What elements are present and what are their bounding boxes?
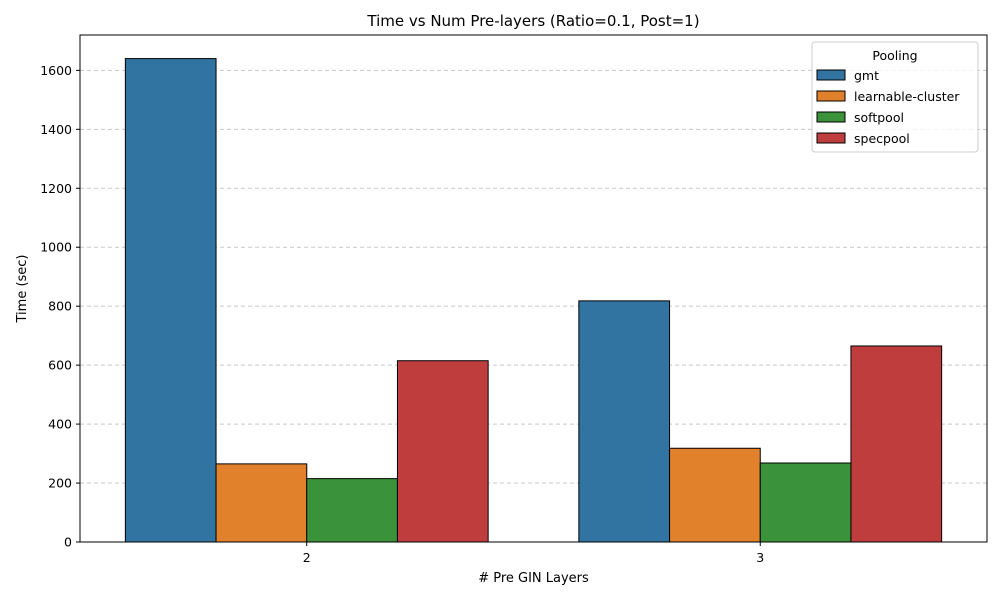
legend-swatch-learnable-cluster: [816, 90, 846, 102]
y-axis-label: Time (sec): [15, 254, 30, 323]
legend-box: [811, 41, 979, 153]
y-tick-label: 600: [48, 358, 72, 373]
y-tick-label: 1200: [40, 181, 72, 196]
y-tick-label: 0: [64, 535, 72, 550]
legend-swatch-gmt: [816, 69, 846, 81]
bars: [124, 58, 943, 543]
legend-swatch-softpool: [816, 111, 846, 123]
x-tick-label: 3: [756, 550, 764, 565]
bar-specpool-3: [850, 345, 943, 543]
y-tick-label: 800: [48, 299, 72, 314]
y-tick-label: 1600: [40, 63, 72, 78]
legend-title: Pooling: [872, 48, 917, 63]
bar-learnable-cluster-3: [669, 447, 761, 543]
legend-label-learnable-cluster: learnable-cluster: [854, 89, 960, 104]
x-tick-label: 2: [303, 550, 311, 565]
legend-swatch-specpool: [816, 132, 846, 144]
bar-gmt-2: [124, 58, 217, 543]
y-tick-label: 200: [48, 476, 72, 491]
legend-label-gmt: gmt: [854, 68, 879, 83]
legend-items: gmt learnable-cluster softpool specpool: [816, 68, 960, 146]
bar-softpool-3: [759, 462, 852, 543]
y-tick-label: 1400: [40, 122, 72, 137]
x-axis-label: # Pre GIN Layers: [478, 571, 589, 586]
chart-title: Time vs Num Pre-layers (Ratio=0.1, Post=…: [366, 12, 699, 30]
y-tick-label: 400: [48, 417, 72, 432]
legend-label-specpool: specpool: [854, 131, 910, 146]
bar-specpool-2: [396, 360, 489, 543]
y-axis-ticks: 0 200 400 600 800 1000 1200 1400 1600: [40, 63, 80, 550]
bar-gmt-3: [578, 300, 671, 543]
bar-learnable-cluster-2: [215, 463, 308, 543]
legend-label-softpool: softpool: [854, 110, 904, 125]
plot-frame: [79, 34, 988, 543]
bar-softpool-2: [306, 478, 398, 543]
legend: Pooling gmt learnable-cluster softpool spec…: [811, 41, 979, 153]
y-tick-label: 1000: [40, 240, 72, 255]
